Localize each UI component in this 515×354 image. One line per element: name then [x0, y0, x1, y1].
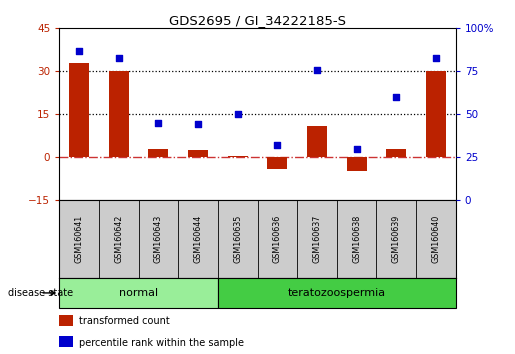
Bar	[347, 157, 367, 171]
Text: normal: normal	[119, 288, 158, 298]
Text: disease state: disease state	[8, 288, 73, 298]
Text: GSM160640: GSM160640	[432, 215, 440, 263]
Point	[194, 122, 202, 127]
Text: GSM160638: GSM160638	[352, 215, 361, 263]
Point	[114, 55, 123, 60]
Text: transformed count: transformed count	[79, 316, 170, 326]
Bar	[59, 278, 218, 308]
Bar	[426, 71, 446, 157]
Bar	[59, 336, 73, 347]
Text: GSM160641: GSM160641	[75, 215, 83, 263]
Bar	[307, 126, 327, 157]
Bar	[59, 315, 73, 326]
Point	[313, 67, 321, 72]
Bar	[69, 63, 89, 157]
Point	[392, 94, 401, 100]
Text: GSM160635: GSM160635	[233, 215, 242, 263]
Text: GSM160639: GSM160639	[392, 215, 401, 263]
Text: teratozoospermia: teratozoospermia	[288, 288, 386, 298]
Point	[352, 146, 360, 152]
Text: percentile rank within the sample: percentile rank within the sample	[79, 338, 244, 348]
Point	[234, 111, 242, 117]
Bar	[228, 156, 248, 157]
Point	[273, 142, 281, 148]
Bar	[188, 150, 208, 157]
Point	[154, 120, 163, 126]
Bar	[148, 149, 168, 157]
Bar	[386, 149, 406, 157]
Text: GSM160643: GSM160643	[154, 215, 163, 263]
Title: GDS2695 / GI_34222185-S: GDS2695 / GI_34222185-S	[169, 14, 346, 27]
Bar	[218, 278, 456, 308]
Point	[75, 48, 83, 53]
Bar	[109, 71, 129, 157]
Text: GSM160636: GSM160636	[273, 215, 282, 263]
Point	[432, 55, 440, 60]
Text: GSM160637: GSM160637	[313, 215, 321, 263]
Bar	[267, 157, 287, 169]
Text: GSM160642: GSM160642	[114, 215, 123, 263]
Text: GSM160644: GSM160644	[194, 215, 202, 263]
